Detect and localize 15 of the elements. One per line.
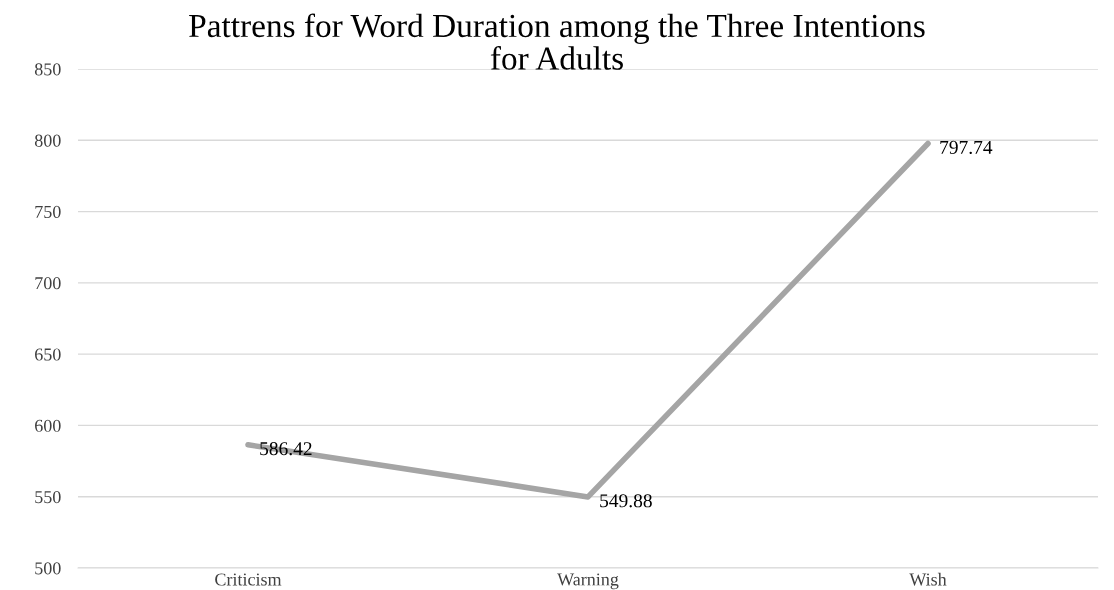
x-tick-label: Criticism bbox=[215, 573, 282, 586]
y-tick-label: 800 bbox=[34, 134, 61, 147]
x-tick-label: Wish bbox=[909, 572, 947, 586]
data-label: 797.74 bbox=[940, 140, 993, 155]
y-tick-label: 600 bbox=[35, 419, 61, 432]
data-label: 549.88 bbox=[600, 494, 652, 508]
data-label: 586.42 bbox=[260, 442, 312, 456]
x-tick-label: Warning bbox=[557, 573, 619, 590]
y-tick-label: 650 bbox=[35, 348, 61, 361]
y-tick-label: 500 bbox=[35, 562, 61, 575]
y-tick-label: 700 bbox=[35, 277, 61, 290]
y-tick-label: 550 bbox=[35, 490, 61, 504]
chart-title: Pattrens for Word Duration among the Three Intentions for Adults bbox=[189, 13, 925, 70]
y-tick-label: 750 bbox=[35, 205, 61, 219]
y-tick-label: 850 bbox=[34, 63, 61, 76]
